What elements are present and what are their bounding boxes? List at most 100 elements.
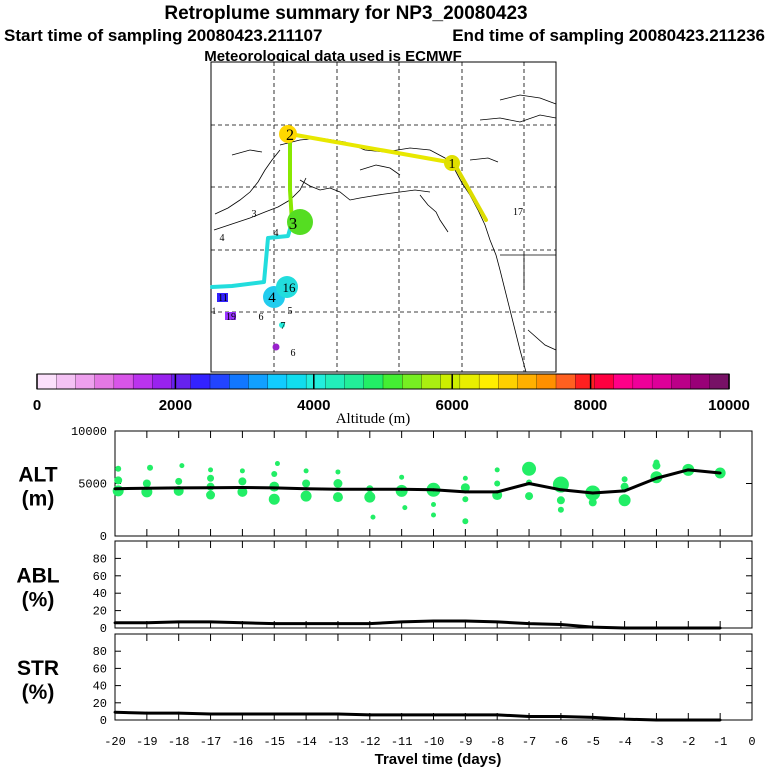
alt-scatter-point bbox=[431, 502, 436, 507]
y-tick-label: 0 bbox=[100, 530, 107, 544]
map-marker: 2 bbox=[279, 125, 297, 144]
colorbar-cell bbox=[190, 373, 211, 390]
track-segment-1 bbox=[452, 161, 488, 222]
panel-label: ALT bbox=[18, 464, 57, 487]
alt-scatter-point bbox=[147, 464, 154, 471]
x-tick-label: -17 bbox=[200, 735, 222, 749]
colorbar-cell bbox=[286, 373, 307, 390]
str-point bbox=[368, 713, 372, 717]
alt-scatter-point bbox=[271, 471, 278, 478]
x-tick-label: -9 bbox=[458, 735, 472, 749]
alt-scatter-point bbox=[370, 514, 376, 520]
colorbar-cell bbox=[75, 373, 96, 390]
trajectory-track bbox=[210, 132, 488, 289]
alt-scatter-point bbox=[300, 490, 312, 502]
alt-scatter-point bbox=[462, 496, 469, 503]
y-tick-label: 20 bbox=[93, 697, 107, 711]
str-point bbox=[495, 713, 499, 717]
alt-point bbox=[559, 488, 563, 492]
str-point bbox=[400, 713, 404, 717]
panel-alt: 0 5000 10000 ALT(m) bbox=[18, 425, 753, 544]
panel-label: (%) bbox=[22, 681, 55, 704]
colorbar-cell bbox=[536, 373, 557, 390]
map-marker-label: 17 bbox=[513, 207, 523, 218]
str-point bbox=[432, 713, 435, 717]
x-tick-label: -4 bbox=[617, 735, 631, 749]
colorbar-cell bbox=[113, 373, 134, 390]
alt-point bbox=[623, 489, 626, 493]
alt-point bbox=[145, 486, 149, 490]
alt-scatter-point bbox=[274, 461, 280, 467]
colorbar-cell bbox=[594, 373, 615, 390]
colorbar-cell bbox=[36, 373, 57, 390]
abl-point bbox=[241, 621, 244, 625]
alt-point bbox=[432, 488, 435, 492]
panel-abl: 0 20 40 60 80 ABL(%) bbox=[16, 540, 753, 636]
colorbar-tick-label: 6000 bbox=[436, 397, 469, 414]
y-tick-label: 0 bbox=[100, 622, 107, 636]
alt-point bbox=[686, 468, 690, 472]
colorbar-tick-label: 2000 bbox=[159, 397, 192, 414]
time-series-panels: 0500010000ALT(m)020406080ABL(%)020406080… bbox=[16, 425, 755, 768]
alt-scatter-point bbox=[621, 476, 628, 483]
alt-scatter-point bbox=[462, 475, 468, 481]
x-tick-label: -20 bbox=[104, 735, 126, 749]
map-marker: 6 bbox=[259, 312, 264, 323]
str-point bbox=[686, 718, 690, 722]
y-tick-label: 60 bbox=[93, 570, 107, 584]
x-tick-label: -11 bbox=[391, 735, 413, 749]
alt-scatter-point bbox=[653, 459, 660, 466]
alt-scatter-point bbox=[237, 486, 248, 497]
colorbar-cell bbox=[651, 373, 672, 390]
map-marker-label: 6 bbox=[259, 312, 264, 323]
colorbar-cell bbox=[709, 373, 730, 390]
alt-point bbox=[209, 486, 212, 490]
colorbar-cell bbox=[248, 373, 269, 390]
str-point bbox=[623, 717, 626, 721]
alt-scatter-point bbox=[115, 465, 122, 472]
map-marker-label: 1 bbox=[449, 157, 456, 172]
colorbar-cell bbox=[421, 373, 442, 390]
str-point bbox=[559, 715, 563, 718]
abl-point bbox=[623, 626, 626, 630]
colorbar-cell bbox=[498, 373, 519, 390]
alt-scatter-point bbox=[206, 490, 216, 500]
alt-scatter-point bbox=[395, 484, 408, 497]
track-segment-2 bbox=[288, 132, 456, 165]
alt-scatter-point bbox=[112, 485, 124, 497]
map-markers: 1 2 3 4 16 17 4 bbox=[212, 125, 523, 359]
x-tick-label: -2 bbox=[681, 735, 695, 749]
met-data-label: Meteorological data used is ECMWF bbox=[204, 48, 462, 65]
alt-scatter-point bbox=[402, 505, 408, 511]
abl-point bbox=[177, 620, 181, 624]
colorbar-cell bbox=[325, 373, 346, 390]
alt-point bbox=[495, 490, 499, 494]
abl-point bbox=[591, 625, 595, 629]
x-tick-label: -7 bbox=[522, 735, 536, 749]
colorbar-cell bbox=[440, 373, 461, 390]
x-tick-label: -8 bbox=[490, 735, 504, 749]
alt-point bbox=[241, 486, 244, 489]
map-marker-label: 19 bbox=[226, 312, 236, 323]
alt-point bbox=[113, 487, 117, 491]
alt-point bbox=[177, 486, 181, 490]
end-time-label: End time of sampling 20080423.211236 bbox=[452, 26, 765, 45]
colorbar-cell bbox=[229, 373, 250, 390]
alt-point bbox=[368, 487, 372, 491]
colorbar-cell bbox=[555, 373, 576, 390]
colorbar-cell bbox=[363, 373, 384, 390]
alt-point bbox=[304, 487, 308, 491]
str-point bbox=[718, 718, 722, 722]
colorbar-cell bbox=[171, 373, 192, 390]
alt-scatter-point bbox=[364, 491, 376, 503]
colorbar-cell bbox=[517, 373, 538, 390]
abl-point bbox=[272, 622, 276, 626]
str-point bbox=[241, 712, 244, 716]
alt-scatter-point bbox=[114, 476, 123, 485]
map-marker: 3 bbox=[287, 209, 313, 235]
start-time-label: Start time of sampling 20080423.211107 bbox=[4, 26, 322, 45]
x-axis-label: Travel time (days) bbox=[375, 751, 502, 768]
abl-point bbox=[495, 620, 499, 624]
alt-scatter-point bbox=[207, 474, 215, 482]
